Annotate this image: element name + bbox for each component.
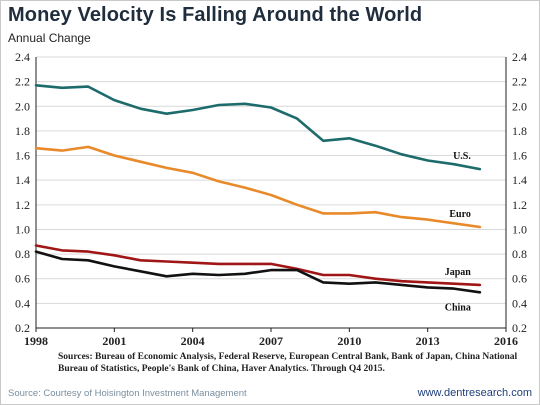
- series-line-euro: [34, 145, 482, 229]
- y-tick-label-right: 2.2: [512, 75, 527, 89]
- courtesy-note: Source: Courtesy of Hoisington Investmen…: [8, 388, 247, 399]
- x-tick-label: 1998: [24, 334, 48, 348]
- y-tick-label-left: 1.8: [15, 124, 30, 138]
- y-tick-label-left: 2.2: [15, 75, 30, 89]
- y-tick-label-left: 0.2: [15, 321, 30, 335]
- y-tick-label-left: 1.6: [15, 149, 30, 163]
- series-lines: [34, 84, 482, 294]
- site-url[interactable]: www.dentresearch.com: [417, 387, 532, 399]
- y-tick-label-right: 0.6: [512, 272, 527, 286]
- y-tick-label-left: 0.8: [15, 247, 30, 261]
- series-line-japan: [34, 244, 482, 287]
- x-tick-label: 2001: [102, 334, 126, 348]
- series-label-japan: Japan: [445, 267, 472, 278]
- series-label-china: China: [445, 302, 471, 313]
- y-tick-label-left: 1.0: [15, 222, 30, 236]
- y-tick-label-left: 2.4: [15, 50, 30, 64]
- y-tick-label-left: 2.0: [15, 99, 30, 113]
- axes: 0.2 0.2 0.4 0.4 0.6 0.6 0.8 0.8 1.0 1.0 1.2 1.2 1.4 1…: [15, 50, 527, 348]
- y-tick-label-left: 1.4: [15, 173, 30, 187]
- x-tick-label: 2007: [259, 334, 283, 348]
- series-line-china: [34, 250, 482, 294]
- y-tick-label-right: 1.6: [512, 149, 527, 163]
- y-tick-label-left: 0.4: [15, 296, 30, 310]
- series-labels: U.S. Euro Japan China: [445, 151, 472, 313]
- series-label-us: U.S.: [453, 151, 471, 162]
- y-tick-label-right: 0.8: [512, 247, 527, 261]
- y-tick-label-left: 1.2: [15, 198, 30, 212]
- y-tick-label-right: 1.0: [512, 222, 527, 236]
- x-tick-label: 2004: [181, 334, 205, 348]
- series-line-us: [34, 84, 482, 171]
- series-label-euro: Euro: [449, 209, 471, 220]
- y-tick-label-right: 2.0: [512, 99, 527, 113]
- x-tick-label: 2016: [494, 334, 518, 348]
- y-tick-label-right: 2.4: [512, 50, 527, 64]
- y-tick-label-right: 1.2: [512, 198, 527, 212]
- y-tick-label-right: 0.2: [512, 321, 527, 335]
- y-tick-label-right: 1.8: [512, 124, 527, 138]
- chart-title: Money Velocity Is Falling Around the Wor…: [8, 4, 423, 26]
- y-tick-label-left: 0.6: [15, 272, 30, 286]
- y-tick-label-right: 1.4: [512, 173, 527, 187]
- x-tick-label: 2013: [416, 334, 440, 348]
- chart-subtitle: Annual Change: [8, 31, 91, 45]
- y-tick-label-right: 0.4: [512, 296, 527, 310]
- x-tick-label: 2010: [337, 334, 361, 348]
- sources-note: Sources: Bureau of Economic Analysis, Fe…: [58, 352, 518, 374]
